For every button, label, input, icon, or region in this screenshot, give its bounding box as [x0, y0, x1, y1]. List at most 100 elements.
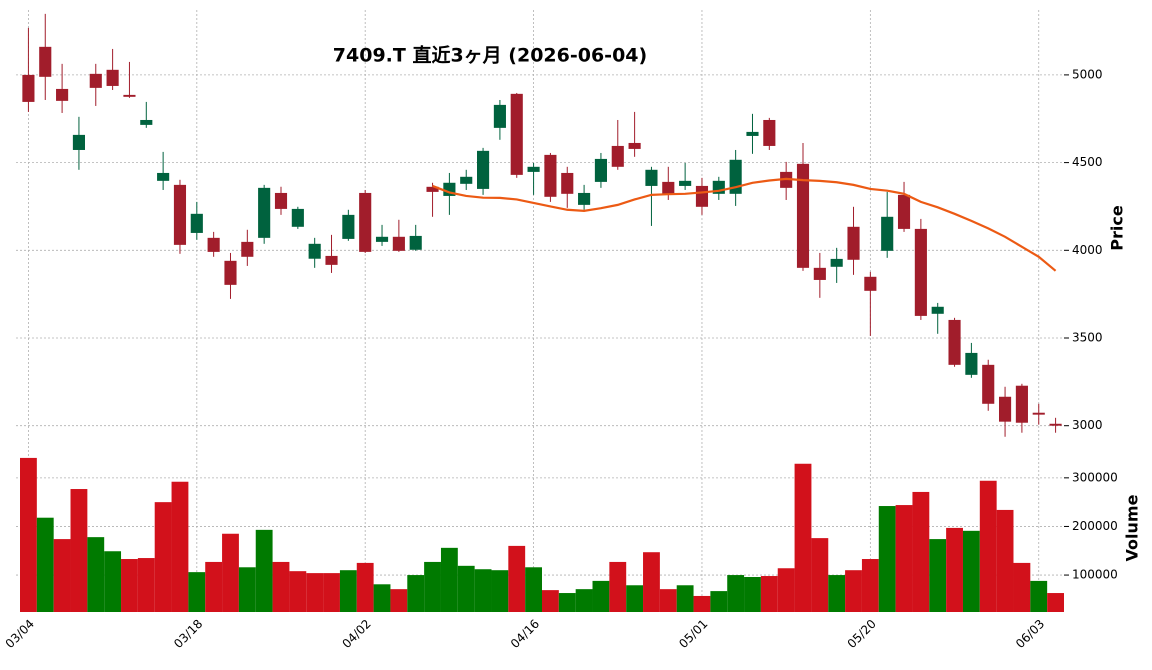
volume-bar — [20, 457, 37, 612]
y-tick-label: 4000 — [1072, 243, 1103, 257]
candle-body — [965, 352, 978, 375]
volume-bar — [962, 530, 980, 612]
candle-body — [695, 185, 709, 207]
candle-body — [409, 235, 422, 250]
candle-body — [359, 192, 372, 252]
volume-bar — [996, 509, 1014, 612]
volume-bar — [794, 463, 812, 612]
candle-body — [999, 396, 1012, 422]
volume-bar — [542, 590, 559, 612]
volume-bar — [474, 569, 492, 612]
volume-bar — [407, 575, 425, 612]
volume-bar — [912, 491, 930, 612]
candle-body — [392, 236, 405, 251]
volume-bar — [306, 573, 324, 612]
candle-body — [258, 187, 271, 238]
volume-bar — [154, 502, 172, 612]
candle-body — [106, 69, 119, 86]
volume-bar — [289, 571, 307, 612]
volume-bar — [356, 562, 374, 612]
moving-average-line — [432, 177, 1057, 272]
x-tick-label: 04/02 — [339, 617, 373, 651]
volume-bar — [457, 565, 475, 612]
volume-bar — [1030, 580, 1048, 612]
volume-bar — [929, 539, 947, 612]
volume-bar — [424, 561, 441, 612]
candle-body — [89, 73, 102, 88]
candle-body — [1032, 412, 1045, 415]
candle-body — [72, 134, 85, 150]
volume-bar — [575, 589, 593, 612]
y-axis-title: Volume — [1123, 494, 1142, 561]
candle-body — [578, 192, 591, 205]
candle-body — [291, 208, 304, 227]
candle-body — [881, 216, 894, 251]
candle-body — [375, 236, 389, 242]
y-tick-label: 3500 — [1072, 331, 1103, 345]
candle-body — [22, 74, 35, 102]
candle-body — [460, 176, 473, 184]
x-tick-label: 05/01 — [676, 617, 710, 651]
candle-body — [1015, 385, 1028, 423]
candle-body — [594, 158, 607, 182]
volume-bar — [828, 575, 846, 612]
volume-bar — [861, 559, 879, 612]
candle-body — [864, 276, 877, 291]
candle-body — [897, 194, 911, 229]
x-tick-label: 04/16 — [508, 617, 542, 651]
volume-bar — [845, 570, 862, 612]
volume-bar — [137, 558, 155, 612]
volume-bar — [558, 593, 576, 612]
volume-bar — [440, 547, 458, 612]
candle-body — [679, 180, 692, 186]
candle-body — [325, 255, 338, 265]
volume-bar — [946, 527, 963, 612]
volume-bar — [323, 573, 340, 612]
volume-bar — [744, 577, 761, 612]
volume-bar — [121, 559, 138, 612]
candle-body — [931, 306, 944, 314]
candle-body — [274, 192, 288, 209]
volume-bar — [205, 561, 223, 612]
volume-bar — [676, 585, 694, 612]
volume-bar — [979, 480, 997, 612]
volume-bar — [373, 584, 391, 612]
candle-body — [948, 319, 961, 365]
volume-bar — [693, 595, 711, 612]
volume-bar — [104, 551, 122, 612]
candle-body — [140, 119, 153, 125]
y-tick-label: 100000 — [1072, 568, 1118, 582]
volume-bar — [592, 580, 610, 612]
y-tick-label: 300000 — [1072, 470, 1118, 484]
candle-body — [611, 145, 624, 167]
volume-bar — [811, 538, 829, 612]
chart-title: 7409.T 直近3ヶ月 (2026-06-04) — [333, 44, 647, 67]
volume-bar — [1013, 562, 1031, 612]
candle-body — [914, 228, 927, 316]
volume-bar — [626, 585, 644, 612]
y-tick-label: 200000 — [1072, 519, 1118, 533]
candle-body — [173, 184, 187, 245]
volume-bar — [255, 529, 273, 612]
candle-body — [426, 186, 439, 192]
candle-body — [477, 150, 490, 189]
volume-bar — [222, 533, 239, 612]
candle-body — [796, 163, 810, 268]
candle-body — [662, 181, 675, 194]
volume-bar — [53, 539, 71, 612]
candle-body — [763, 119, 776, 146]
y-axis-title: Price — [1108, 205, 1127, 251]
volume-bar — [70, 489, 88, 612]
volume-bar — [188, 572, 206, 612]
candle-body — [847, 226, 860, 260]
volume-bar — [87, 537, 105, 612]
candle-body — [561, 172, 574, 194]
candle-body — [207, 237, 220, 252]
volume-bar — [491, 570, 509, 612]
volume-bar — [508, 545, 526, 612]
candle-body — [493, 104, 506, 128]
candle-body — [830, 258, 843, 267]
y-tick-label: 4500 — [1072, 155, 1103, 169]
candle-body — [190, 213, 203, 233]
